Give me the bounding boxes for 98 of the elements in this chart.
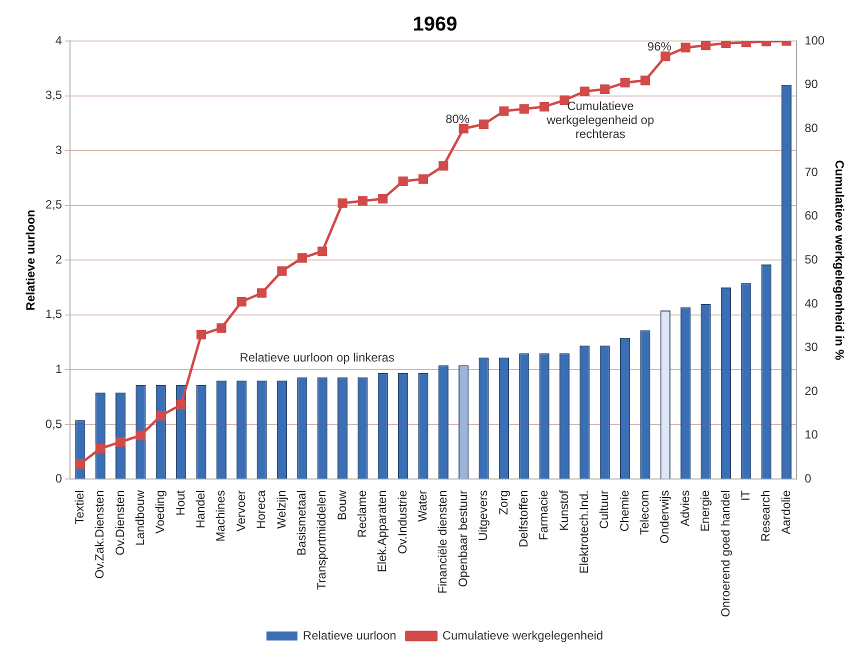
y2-tick-label: 0: [804, 472, 812, 486]
y-tick-label: 2: [55, 252, 62, 266]
y2-tick-label: 100: [804, 33, 825, 48]
x-tick-label: Cultuur: [597, 490, 612, 529]
x-tick-label: Textiel: [72, 490, 86, 524]
point: [156, 410, 166, 420]
y2-tick-label: 70: [804, 164, 818, 179]
point: [216, 323, 226, 333]
legend-label: Cumulatieve werkgelegenheid: [442, 628, 604, 642]
point: [318, 246, 328, 256]
point: [660, 52, 670, 62]
y2-tick-label: 40: [804, 296, 818, 310]
point: [540, 102, 550, 112]
point: [519, 104, 529, 114]
point: [196, 330, 206, 340]
y-tick-label: 0: [55, 472, 62, 486]
x-tick-label: Elek.Apparaten: [375, 490, 390, 572]
x-tick-label: Machines: [214, 490, 228, 542]
x-tick-label: Ov.Zak.Diensten: [92, 490, 107, 579]
point: [116, 437, 126, 447]
x-tick-label: Horeca: [254, 490, 268, 529]
x-tick-label: Aardolie: [778, 490, 793, 534]
point: [418, 174, 428, 184]
x-tick-label: Delfstoffen: [516, 490, 530, 548]
point: [640, 76, 650, 86]
point: [75, 459, 85, 469]
y-tick-label: 2,5: [45, 198, 62, 212]
x-tick-label: Research: [758, 490, 773, 542]
point: [700, 41, 711, 50]
annotation: Cumulatieve werkgelegenheid op rechteras: [546, 99, 654, 142]
x-tick-label: Basismetaal: [294, 490, 308, 556]
point: [458, 124, 468, 134]
x-tick-label: Zorg: [496, 490, 510, 515]
point: [358, 196, 368, 206]
point: [560, 95, 570, 105]
legend-label: Relatieve uurloon: [302, 628, 396, 642]
x-tick-label: Onderwijs: [658, 490, 672, 544]
x-tick-label: Vervoer: [234, 490, 248, 532]
x-tick-label: Elektrotech.Ind.: [576, 490, 591, 574]
x-tick-label: Financiële diensten: [436, 490, 450, 594]
x-tick-label: Kunstof: [556, 490, 571, 531]
y2-axis-title: Cumulatieve werkgelegenheid in %: [832, 160, 846, 360]
x-tick-label: Welzijn: [274, 490, 288, 529]
x-tick-label: Reclame: [355, 490, 370, 538]
x-tick-label: Transportmiddelen: [314, 490, 329, 590]
point: [499, 106, 509, 116]
point: [277, 266, 287, 276]
point: [96, 444, 106, 454]
point: [438, 161, 448, 171]
point: [378, 194, 388, 204]
x-tick-label: Advies: [678, 490, 692, 526]
point: [338, 198, 348, 208]
point: [620, 78, 630, 88]
point: [580, 86, 590, 96]
data-label: 80%: [446, 112, 470, 126]
x-tick-label: Hout: [173, 490, 188, 516]
x-tick-label: Voeding: [153, 490, 168, 534]
data-label: 96%: [647, 40, 672, 54]
x-tick-label: Chemie: [617, 490, 632, 532]
y2-tick-label: 50: [804, 252, 818, 266]
y2-tick-label: 10: [804, 428, 818, 442]
y-tick-label: 3: [55, 142, 62, 157]
y-tick-label: 3,5: [45, 88, 62, 102]
y-tick-label: 0,5: [45, 416, 62, 431]
x-tick-label: Ov.Industrie: [395, 490, 410, 554]
x-tick-label: Farmacie: [536, 490, 551, 540]
chart-title: 1969: [412, 14, 458, 36]
y2-tick-label: 90: [804, 77, 818, 92]
x-tick-label: Telecom: [638, 490, 652, 535]
x-tick-label: Openbaar bestuur: [456, 490, 470, 587]
x-tick-label: IT: [738, 490, 752, 501]
point: [257, 288, 267, 298]
x-tick-label: Energie: [698, 490, 712, 532]
point: [600, 84, 610, 94]
y-tick-label: 1,5: [45, 307, 62, 322]
y-tick-label: 1: [55, 362, 62, 376]
y-axis-title: Relatieve uurloon: [24, 210, 38, 310]
point: [478, 119, 489, 130]
point: [236, 296, 246, 307]
point: [176, 400, 186, 410]
x-tick-label: Onroerend goed handel: [718, 490, 732, 618]
point: [721, 41, 731, 48]
y2-tick-label: 30: [804, 340, 818, 354]
x-tick-label: Uitgevers: [476, 490, 490, 541]
y2-tick-label: 60: [804, 208, 818, 223]
point: [680, 42, 690, 52]
y-tick-label: 4: [55, 33, 62, 48]
x-tick-label: Handel: [194, 490, 208, 528]
y2-tick-label: 20: [804, 384, 818, 398]
x-tick-label: Ov.Diensten: [112, 490, 127, 556]
point: [398, 176, 408, 186]
x-tick-label: Bouw: [334, 490, 349, 520]
point: [297, 253, 307, 263]
point: [136, 430, 146, 440]
x-tick-label: Water: [416, 490, 430, 522]
y2-tick-label: 80: [804, 120, 818, 135]
annotation: Relatieve uurloon op linkeras: [240, 350, 394, 364]
x-tick-label: Landbouw: [133, 490, 148, 546]
